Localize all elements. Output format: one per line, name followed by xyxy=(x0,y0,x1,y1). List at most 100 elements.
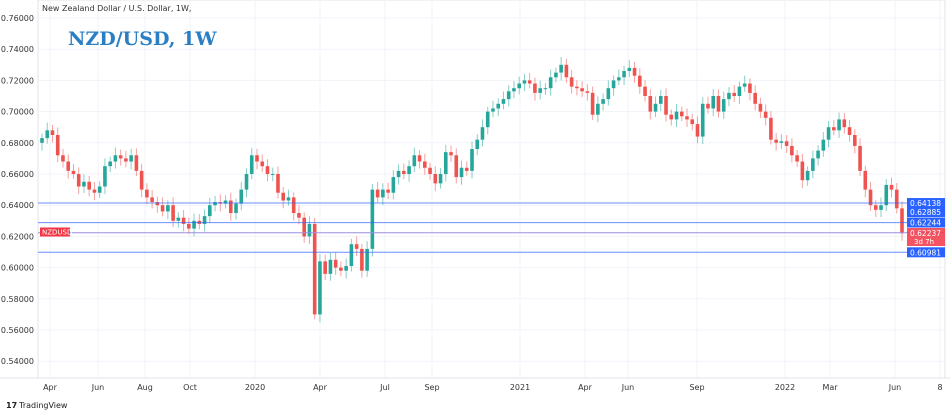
candle-down xyxy=(533,83,537,93)
candle-down xyxy=(774,139,778,143)
candle-up xyxy=(370,189,375,249)
candle-down xyxy=(333,259,338,268)
candle-down xyxy=(55,135,60,156)
candle-up xyxy=(601,99,605,104)
candle-down xyxy=(360,248,364,271)
candle-down xyxy=(753,92,757,104)
candle-down xyxy=(464,167,469,171)
countdown-label: 3d 7h xyxy=(914,238,934,246)
candle-down xyxy=(402,170,406,174)
candle-up xyxy=(879,205,883,210)
candle-up xyxy=(45,130,50,139)
candle-down xyxy=(50,130,55,135)
candle-up xyxy=(506,91,511,100)
candle-up xyxy=(407,166,411,174)
candle-down xyxy=(648,96,653,112)
candle-down xyxy=(800,161,805,181)
candle-up xyxy=(97,186,102,193)
y-tick-label: 0.72000 xyxy=(1,76,34,85)
candle-down xyxy=(695,124,700,137)
x-tick-label: Apr xyxy=(313,383,328,392)
chart-subtitle: New Zealand Dollar / U.S. Dollar, 1W, xyxy=(42,4,192,13)
y-tick-label: 0.74000 xyxy=(1,45,34,54)
candle-up xyxy=(517,83,521,89)
candle-down xyxy=(145,189,149,198)
candle-down xyxy=(312,223,317,315)
candle-up xyxy=(396,170,401,178)
x-tick-label: 2022 xyxy=(775,383,795,392)
candle-up xyxy=(711,96,716,109)
candle-up xyxy=(622,71,626,78)
candle-up xyxy=(491,108,495,112)
candle-down xyxy=(784,141,789,146)
level-label-bg xyxy=(907,198,945,209)
candle-down xyxy=(863,170,868,190)
candle-up xyxy=(485,111,490,128)
candle-down xyxy=(265,166,270,174)
y-tick-label: 0.54000 xyxy=(1,357,34,366)
candle-down xyxy=(832,127,836,131)
candle-up xyxy=(596,103,600,115)
candle-down xyxy=(454,155,459,178)
candle-down xyxy=(155,202,160,206)
candle-up xyxy=(538,88,542,93)
candle-up xyxy=(816,150,820,159)
candle-up xyxy=(244,174,249,190)
candle-down xyxy=(685,116,689,120)
y-tick-label: 0.60000 xyxy=(1,264,34,273)
candle-down xyxy=(118,155,123,159)
candle-up xyxy=(617,77,621,81)
candle-down xyxy=(580,88,584,92)
candle-up xyxy=(129,155,133,162)
x-tick-label: Jun xyxy=(888,383,902,392)
candle-up xyxy=(480,127,485,140)
candle-up xyxy=(727,92,731,100)
symbol-label: NZDUSD xyxy=(42,229,72,237)
candle-up xyxy=(674,111,679,120)
candle-up xyxy=(737,86,742,96)
candle-down xyxy=(858,145,862,171)
y-tick-label: 0.70000 xyxy=(1,108,34,117)
candle-down xyxy=(873,205,878,210)
candle-down xyxy=(255,155,259,162)
candle-up xyxy=(496,103,501,109)
x-tick-label: Jun xyxy=(621,383,635,392)
brand-label: TradingView xyxy=(19,401,68,410)
candle-down xyxy=(716,96,721,112)
candle-up xyxy=(234,203,238,213)
candle-down xyxy=(847,127,852,135)
chart-title: NZD/USD, 1W xyxy=(68,28,217,50)
level-label: 0.62885 xyxy=(910,208,941,217)
y-tick-label: 0.66000 xyxy=(1,170,34,179)
x-tick-label: 2021 xyxy=(510,383,530,392)
candle-up xyxy=(391,177,396,193)
candle-up xyxy=(742,83,747,87)
candle-down xyxy=(664,96,668,115)
candle-up xyxy=(837,119,841,131)
candle-down xyxy=(71,170,76,174)
candle-down xyxy=(643,86,647,96)
x-tick-label: Jul xyxy=(379,383,390,392)
candle-down xyxy=(323,261,327,274)
candle-up xyxy=(328,259,333,274)
candle-down xyxy=(181,217,186,224)
current-price-label-bg xyxy=(907,228,945,246)
tradingview-logo-icon: 17 xyxy=(6,401,18,410)
x-tick-label: 8 xyxy=(937,383,942,392)
candle-down xyxy=(527,80,532,84)
candle-down xyxy=(354,244,359,249)
candle-up xyxy=(103,166,107,187)
candle-down xyxy=(187,223,191,229)
candle-down xyxy=(433,174,438,184)
candle-down xyxy=(87,181,91,190)
candle-up xyxy=(239,189,244,204)
candle-up xyxy=(611,80,616,89)
candle-down xyxy=(260,161,265,167)
candle-down xyxy=(564,64,569,78)
candle-down xyxy=(748,83,752,93)
y-tick-label: 0.62000 xyxy=(1,232,34,241)
tradingview-brand[interactable]: 17 TradingView xyxy=(6,401,67,410)
candle-up xyxy=(307,223,312,237)
candle-up xyxy=(721,99,726,112)
